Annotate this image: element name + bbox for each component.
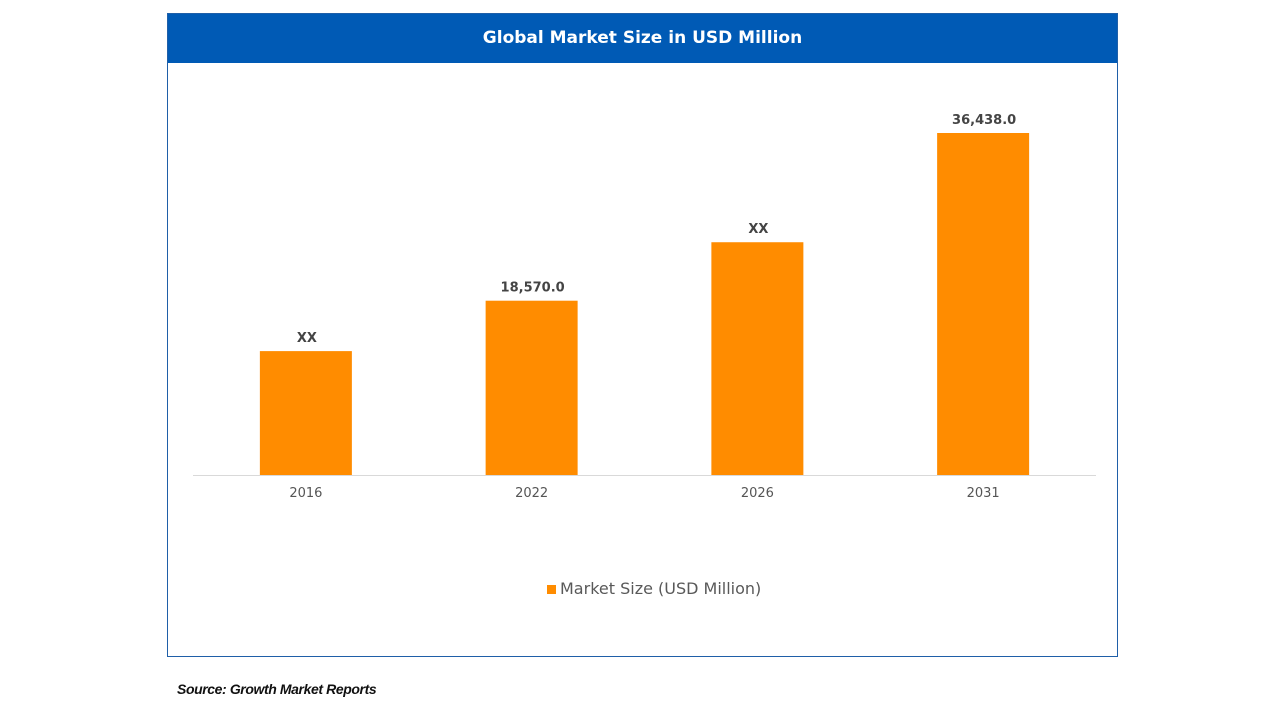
bars-group: XX 2016 18,570.0 2022 XX 2026 36,438.0 2031 bbox=[259, 113, 1030, 501]
chart-title: Global Market Size in USD Million bbox=[168, 14, 1117, 63]
data-label-2022: 18,570.0 bbox=[501, 281, 565, 296]
x-tick-label-2031: 2031 bbox=[967, 486, 1000, 501]
bar-2022 bbox=[485, 300, 578, 475]
x-tick-label-2026: 2026 bbox=[741, 486, 774, 501]
chart-frame: Global Market Size in USD Million bbox=[167, 13, 1118, 657]
x-tick-label-2016: 2016 bbox=[289, 486, 322, 501]
legend-label: Market Size (USD Million) bbox=[560, 579, 761, 598]
data-label-2031: 36,438.0 bbox=[952, 113, 1016, 128]
bar-2016 bbox=[259, 351, 352, 475]
legend: Market Size (USD Million) bbox=[547, 579, 761, 598]
bar-2031 bbox=[937, 133, 1030, 475]
x-tick-label-2022: 2022 bbox=[515, 486, 548, 501]
legend-swatch bbox=[547, 585, 556, 594]
data-label-2026: XX bbox=[748, 222, 768, 237]
bar-2026 bbox=[711, 242, 804, 475]
source-note: Source: Growth Market Reports bbox=[177, 681, 377, 697]
data-label-2016: XX bbox=[297, 331, 317, 346]
